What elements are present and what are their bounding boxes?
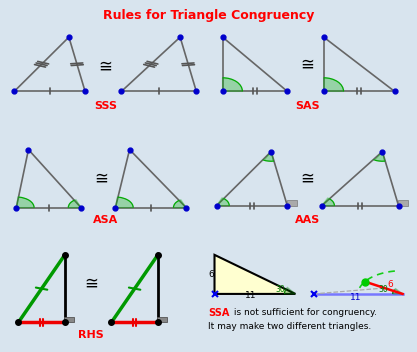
Text: ≅: ≅ <box>84 274 98 293</box>
Text: SAS: SAS <box>295 101 320 111</box>
Polygon shape <box>173 200 186 208</box>
Text: is not sufficient for congruency.: is not sufficient for congruency. <box>231 308 377 317</box>
Text: 30: 30 <box>378 285 388 294</box>
Text: 6: 6 <box>388 280 394 289</box>
Bar <box>157 318 167 322</box>
Polygon shape <box>375 151 384 161</box>
Polygon shape <box>214 255 295 294</box>
Polygon shape <box>223 78 242 91</box>
Bar <box>398 200 408 206</box>
Polygon shape <box>284 288 295 294</box>
Text: SSA: SSA <box>208 308 230 318</box>
Text: ASA: ASA <box>93 215 118 225</box>
Text: 11: 11 <box>350 293 362 302</box>
Text: 30: 30 <box>275 285 285 294</box>
Polygon shape <box>322 198 334 206</box>
Polygon shape <box>324 78 344 91</box>
Polygon shape <box>393 289 402 294</box>
Polygon shape <box>216 198 229 206</box>
Text: SSS: SSS <box>94 101 117 111</box>
Text: ≅: ≅ <box>301 55 314 73</box>
Text: ≅: ≅ <box>301 170 314 188</box>
Polygon shape <box>116 197 133 208</box>
Text: 11: 11 <box>245 291 256 300</box>
Polygon shape <box>264 151 274 161</box>
Polygon shape <box>16 197 34 208</box>
Bar <box>287 200 297 206</box>
Polygon shape <box>68 200 81 208</box>
Text: AAS: AAS <box>295 215 320 225</box>
Text: ≅: ≅ <box>94 170 108 188</box>
Text: ≅: ≅ <box>98 57 112 75</box>
Text: 6: 6 <box>208 270 214 279</box>
Text: RHS: RHS <box>78 330 104 340</box>
Text: It may make two different triangles.: It may make two different triangles. <box>208 322 372 332</box>
Text: Rules for Triangle Congruency: Rules for Triangle Congruency <box>103 9 314 22</box>
Bar <box>64 318 74 322</box>
